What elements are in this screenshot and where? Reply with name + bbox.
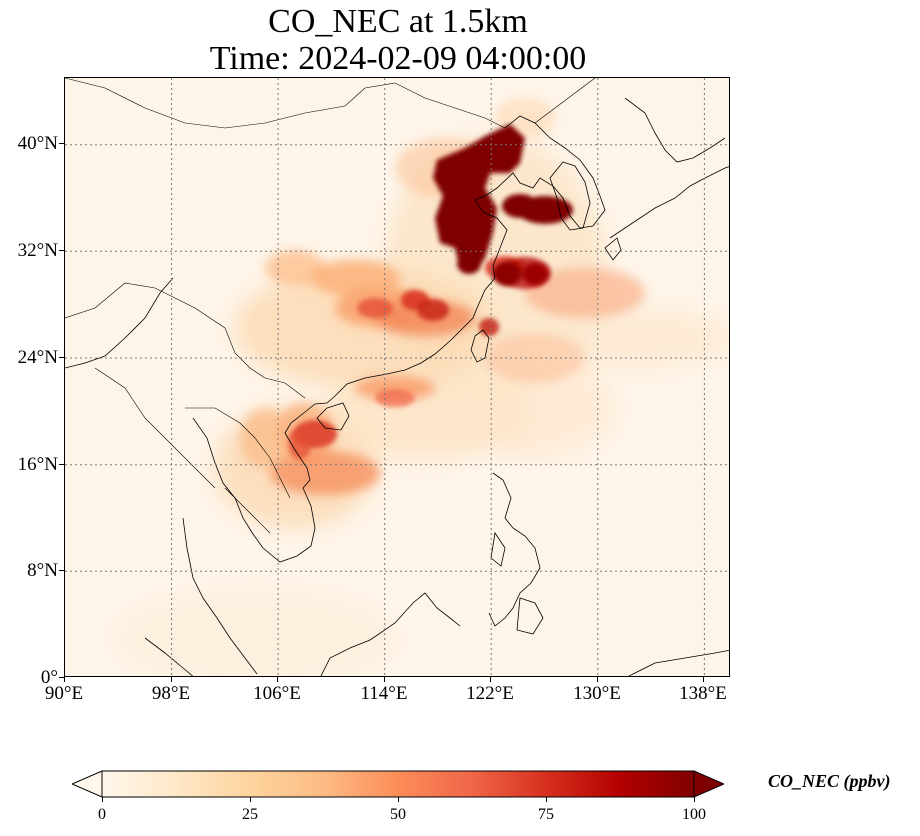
y-tick-mark-32 — [59, 250, 64, 251]
x-tick-label: 98°E — [151, 683, 191, 704]
y-tick-mark-24 — [59, 357, 64, 358]
colorbar-max-extend — [693, 770, 724, 798]
y-tick-label: 32°N — [17, 240, 58, 261]
x-tick-label: 138°E — [679, 683, 727, 704]
x-tick-mark-90 — [64, 677, 65, 682]
colorbar-tick-mark — [250, 797, 251, 802]
x-tick-label: 106°E — [253, 683, 301, 704]
colorbar-tick-label: 50 — [390, 806, 406, 823]
colorbar-tick-label: 100 — [682, 806, 706, 823]
y-tick-label: 24°N — [17, 347, 58, 368]
y-tick-mark-16 — [59, 464, 64, 465]
colorbar-label: CO_NEC (ppbv) — [768, 771, 891, 791]
colorbar-gradient — [101, 770, 695, 798]
graticule — [65, 78, 729, 676]
map-title-line2: Time: 2024-02-09 04:00:00 — [209, 40, 587, 77]
colorbar-tick-label: 0 — [98, 806, 106, 823]
y-tick-label: 0° — [40, 667, 58, 688]
colorbar-tick-mark — [102, 797, 103, 802]
x-tick-mark-106 — [277, 677, 278, 682]
colorbar-tick-mark — [546, 797, 547, 802]
map-panel — [64, 77, 730, 677]
y-tick-label: 16°N — [17, 454, 58, 475]
colorbar-min-extend — [72, 770, 103, 798]
map-canvas — [65, 78, 729, 676]
x-tick-label: 114°E — [360, 683, 408, 704]
colorbar-tick-label: 25 — [242, 806, 258, 823]
co-plume-diffuse — [115, 138, 729, 676]
y-tick-label: 8°N — [27, 560, 58, 581]
map-title-line1: CO_NEC at 1.5km — [268, 3, 528, 40]
x-tick-label: 90°E — [44, 683, 84, 704]
x-tick-mark-138 — [703, 677, 704, 682]
coastlines — [65, 78, 729, 676]
y-tick-mark-0 — [59, 677, 64, 678]
x-tick-mark-122 — [490, 677, 491, 682]
colorbar-tick-mark — [694, 797, 695, 802]
colorbar-tick-mark — [398, 797, 399, 802]
x-tick-label: 122°E — [466, 683, 514, 704]
colorbar-tick-label: 75 — [538, 806, 554, 823]
y-tick-mark-40 — [59, 143, 64, 144]
y-tick-mark-8 — [59, 570, 64, 571]
x-tick-mark-98 — [171, 677, 172, 682]
x-tick-mark-130 — [597, 677, 598, 682]
x-tick-label: 130°E — [573, 683, 621, 704]
y-tick-label: 40°N — [17, 133, 58, 154]
x-tick-mark-114 — [384, 677, 385, 682]
colorbar — [72, 770, 724, 798]
